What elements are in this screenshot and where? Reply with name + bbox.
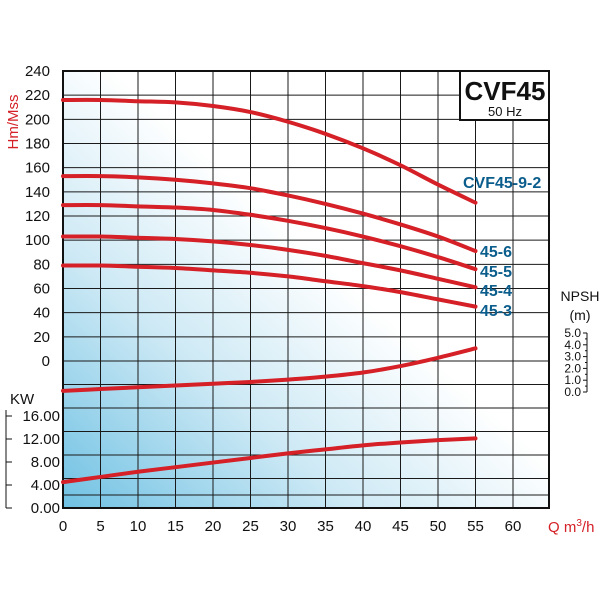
head-curve-45-5 xyxy=(61,203,478,272)
power-tick-label: 4.00 xyxy=(31,477,60,494)
power-tick-label: 0.00 xyxy=(31,500,60,517)
head-curve-45-4 xyxy=(61,234,478,290)
npsh-tick-label: 1.0 xyxy=(564,373,581,387)
x-axis-label: Q m3/h xyxy=(548,518,594,536)
head-tick-label: 80 xyxy=(33,256,50,273)
head-tick-label: 20 xyxy=(33,329,50,346)
x-tick-label: 15 xyxy=(167,518,184,535)
x-tick-label: 40 xyxy=(355,518,372,535)
head-curve-45-6 xyxy=(61,174,478,254)
x-tick-label: 0 xyxy=(59,518,67,535)
head-tick-label: 160 xyxy=(25,160,50,177)
curve-labels: CVF45-9-2 45-6 45-5 45-4 45-3 xyxy=(463,175,541,320)
power-tick-label: 12.00 xyxy=(22,431,60,448)
head-curve-cvf45-9-2 xyxy=(61,97,478,205)
head-curve-45-3 xyxy=(61,263,478,309)
x-tick-label: 45 xyxy=(392,518,409,535)
curve-label-cvf45-9-2: CVF45-9-2 xyxy=(463,175,541,192)
svg-text:Q m3/h: Q m3/h xyxy=(548,518,594,536)
npsh-tick-label: 5.0 xyxy=(564,326,581,340)
x-tick-label: 55 xyxy=(467,518,484,535)
npsh-tick-label: 0.0 xyxy=(564,385,581,399)
x-tick-label: 50 xyxy=(430,518,447,535)
npsh-curve xyxy=(61,346,478,393)
npsh-tick-label: 2.0 xyxy=(564,361,581,375)
head-axis-label: Hm/Mss xyxy=(5,95,22,150)
power-tick-label: 8.00 xyxy=(31,454,60,471)
head-tick-label: 240 xyxy=(25,63,50,80)
x-tick-label: 35 xyxy=(317,518,334,535)
chart-subtitle: 50 Hz xyxy=(488,104,522,119)
head-tick-label: 100 xyxy=(25,232,50,249)
title-box: CVF45 50 Hz xyxy=(459,70,550,121)
head-tick-label: 40 xyxy=(33,305,50,322)
head-tick-label: 220 xyxy=(25,87,50,104)
plot-background xyxy=(63,71,549,508)
head-tick-label: 0 xyxy=(42,353,50,370)
head-tick-label: 200 xyxy=(25,111,50,128)
x-tick-label: 60 xyxy=(505,518,522,535)
power-axis-label: KW xyxy=(10,391,35,408)
head-tick-label: 180 xyxy=(25,136,50,153)
curves xyxy=(61,97,478,485)
head-tick-label: 140 xyxy=(25,184,50,201)
head-tick-label: 60 xyxy=(33,281,50,298)
curve-label-45-6: 45-6 xyxy=(480,244,512,261)
plot-frame xyxy=(62,70,550,509)
npsh-axis-unit: (m) xyxy=(570,307,591,323)
curve-label-45-3: 45-3 xyxy=(480,303,512,320)
npsh-axis-label: NPSH xyxy=(561,288,600,304)
head-tick-label: 120 xyxy=(25,208,50,225)
curve-label-45-4: 45-4 xyxy=(480,283,512,300)
x-tick-label: 20 xyxy=(205,518,222,535)
x-tick-label: 30 xyxy=(280,518,297,535)
x-tick-label: 25 xyxy=(242,518,259,535)
x-tick-label: 5 xyxy=(96,518,104,535)
chart-title: CVF45 xyxy=(465,76,546,106)
curve-label-45-5: 45-5 xyxy=(480,264,512,281)
npsh-tick-label: 4.0 xyxy=(564,338,581,352)
npsh-tick-label: 3.0 xyxy=(564,350,581,364)
x-tick-label: 10 xyxy=(130,518,147,535)
power-tick-label: 16.00 xyxy=(22,408,60,425)
axis-ticks: 0 5 10 15 20 25 30 35 40 45 50 55 602402202001801601… xyxy=(5,63,588,535)
power-curve xyxy=(61,436,478,485)
